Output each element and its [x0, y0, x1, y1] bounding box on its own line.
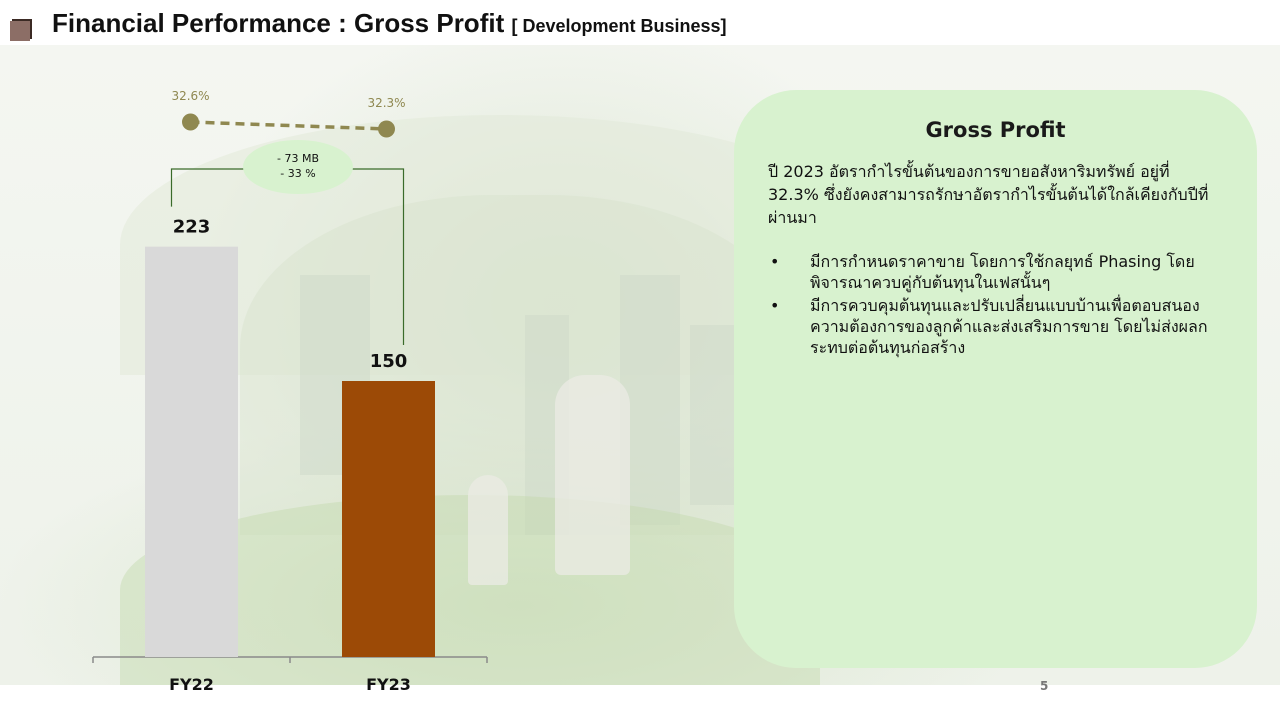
- change-callout-text: - 73 MB: [277, 152, 319, 165]
- background-building: [620, 275, 680, 525]
- panel-bullet-item: • มีการควบคุมต้นทุนและปรับเปลี่ยนแบบบ้านเ…: [768, 295, 1223, 358]
- margin-line: 32.6% 32.3%: [171, 89, 406, 138]
- change-callout: - 73 MB - 33 %: [170, 140, 405, 345]
- bar-fy22: [145, 246, 238, 657]
- title-main: Financial Performance : Gross Profit: [52, 8, 505, 38]
- background-hill: [240, 195, 800, 535]
- background-figure-adult: [555, 375, 630, 575]
- title-marker: [10, 21, 30, 41]
- chart-bars: [145, 246, 435, 657]
- data-label: 150: [370, 351, 408, 372]
- x-tick-label: FY22: [169, 675, 214, 694]
- bullet-icon: •: [770, 296, 780, 315]
- data-label: 223: [173, 217, 211, 238]
- panel-bullet-text: มีการกำหนดราคาขาย โดยการใช้กลยุทธ์ Phasi…: [810, 252, 1195, 292]
- margin-point: [182, 113, 199, 131]
- panel-bullet-text: มีการควบคุมต้นทุนและปรับเปลี่ยนแบบบ้านเพ…: [810, 296, 1208, 357]
- panel-bullet-list: • มีการกำหนดราคาขาย โดยการใช้กลยุทธ์ Phas…: [768, 251, 1223, 358]
- gross-profit-panel: Gross Profit ปี 2023 อัตรากำไรขั้นต้นของ…: [734, 90, 1257, 668]
- background-figure-child: [468, 475, 508, 585]
- panel-title: Gross Profit: [925, 118, 1066, 142]
- change-callout-text: - 33 %: [280, 167, 315, 180]
- chart-labels: 223 FY22 150 FY23: [169, 217, 411, 694]
- gross-profit-chart: - 73 MB - 33 % 32.6% 32.3% 223 FY22 150 FY23: [92, 89, 488, 694]
- page-title: Financial Performance : Gross Profit [ D…: [52, 8, 727, 39]
- bullet-icon: •: [770, 252, 780, 271]
- x-tick-label: FY23: [366, 675, 411, 694]
- margin-point: [378, 120, 395, 138]
- margin-line-path: [190, 120, 387, 131]
- panel-bullet-item: • มีการกำหนดราคาขาย โดยการใช้กลยุทธ์ Phas…: [768, 251, 1223, 293]
- title-subtitle: [ Development Business]: [511, 16, 727, 36]
- page-number: 5: [1040, 679, 1049, 693]
- chart-axes: [92, 656, 488, 663]
- change-bubble: [243, 140, 353, 194]
- background-building: [690, 325, 736, 505]
- panel-paragraph: ปี 2023 อัตรากำไรขั้นต้นของการขายอสังหาร…: [768, 162, 1209, 227]
- margin-label: 32.3%: [367, 96, 405, 110]
- bar-fy23: [342, 381, 435, 657]
- margin-label: 32.6%: [171, 89, 209, 103]
